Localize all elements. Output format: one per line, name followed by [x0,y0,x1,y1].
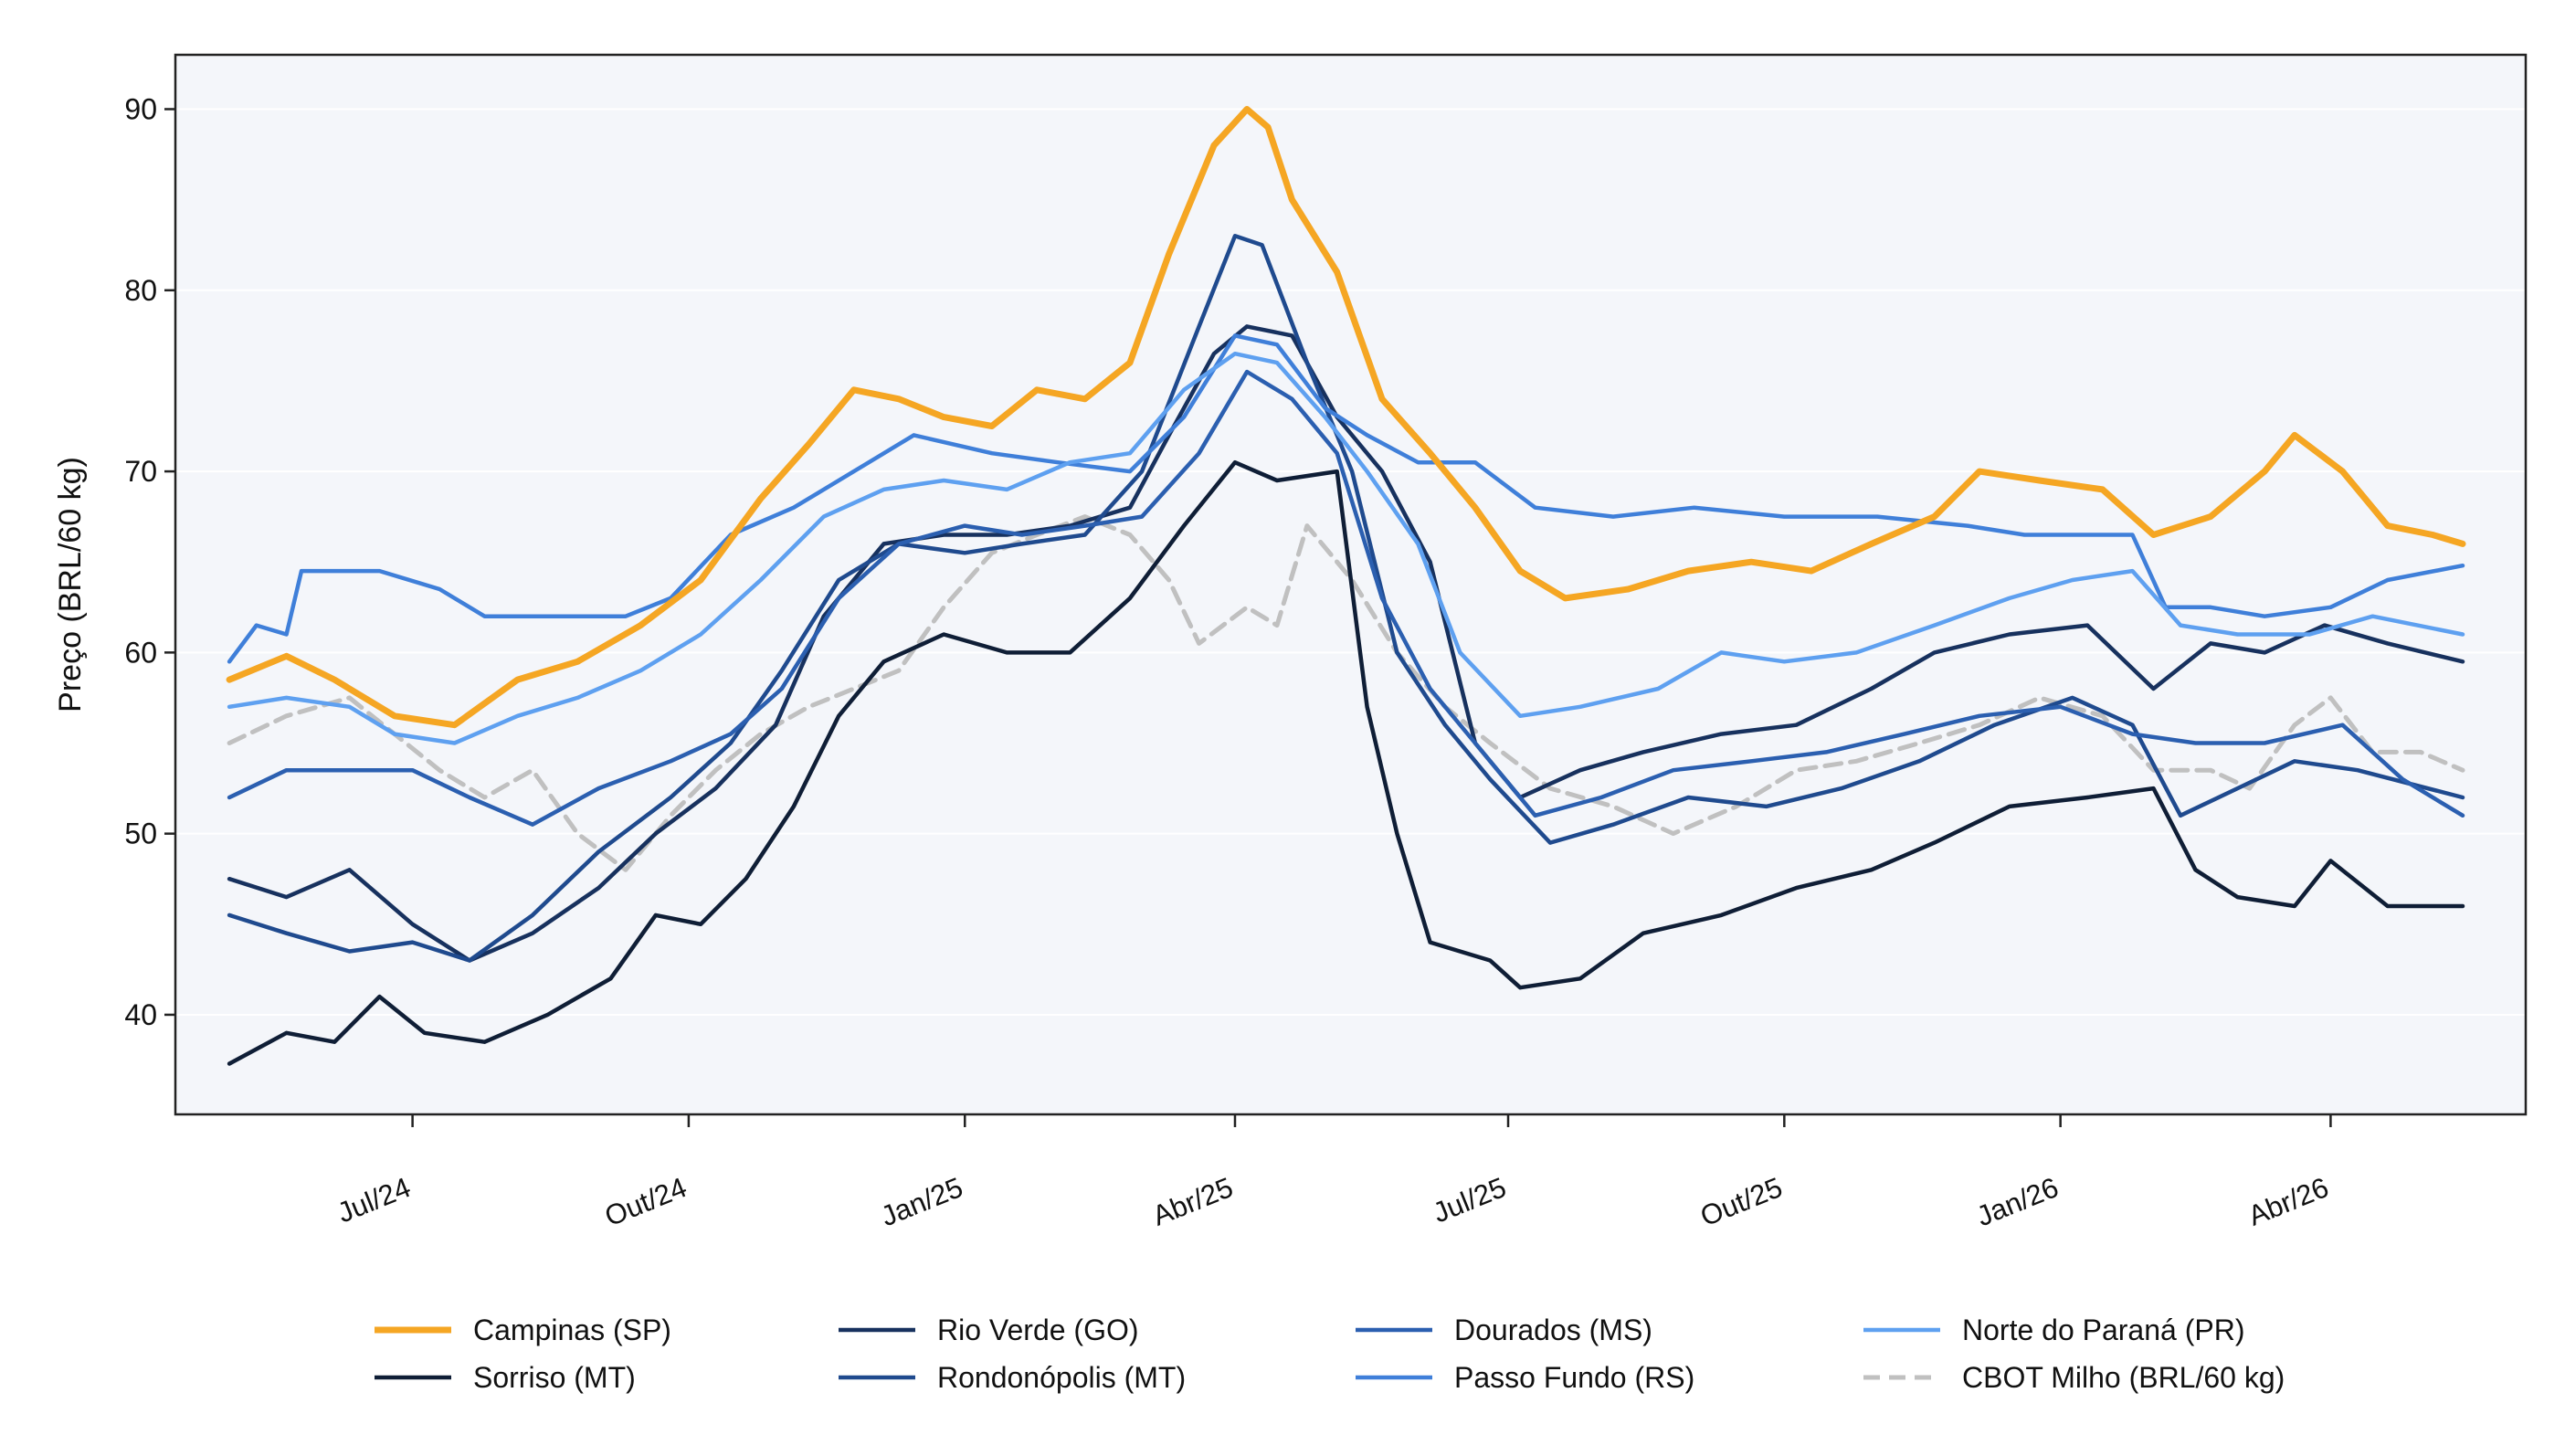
legend-label-6: Norte do Paraná (PR) [1962,1314,2244,1346]
series-line-1 [227,459,2465,1066]
series-line-2 [227,324,2465,963]
legend-label-4: Dourados (MS) [1454,1314,1652,1346]
series-line-4 [227,369,2465,827]
legend-label-2: Rio Verde (GO) [937,1314,1139,1346]
y-axis: 40 50 60 70 80 90 [124,92,175,1031]
legend-label-1: Sorriso (MT) [473,1361,636,1394]
y-axis-label: Preço (BRL/60 kg) [53,457,88,712]
y-tick-label-50: 50 [124,818,157,850]
y-tick-label-90: 90 [124,92,157,125]
series-layer [226,106,2466,1066]
series-line-5 [227,333,2465,664]
y-tick-label-70: 70 [124,455,157,488]
y-tick-label-40: 40 [124,998,157,1031]
x-tick-label-Jul/24: Jul/24 [332,1171,415,1229]
series-line-3 [227,234,2465,963]
legend: Campinas (SP) Sorriso (MT) Rio Verde (GO) R… [375,1314,2285,1394]
x-tick-label-Out/25: Out/25 [1696,1171,1787,1232]
y-tick-label-80: 80 [124,274,157,307]
x-tick-label-Abr/25: Abr/25 [1148,1171,1238,1232]
y-tick-label-60: 60 [124,636,157,669]
series-line-0 [226,106,2466,729]
x-tick-label-Out/24: Out/24 [600,1171,691,1232]
legend-label-7: CBOT Milho (BRL/60 kg) [1962,1361,2285,1394]
legend-label-5: Passo Fundo (RS) [1454,1361,1694,1394]
x-tick-label-Jan/25: Jan/25 [876,1171,966,1232]
x-axis: Jul/24 Out/24 Jan/25 Abr/25 Jul/25 Out/25 Jan/… [332,1114,2333,1232]
x-tick-label-Jul/25: Jul/25 [1429,1171,1511,1229]
x-tick-label-Jan/26: Jan/26 [1972,1171,2063,1232]
legend-label-3: Rondonópolis (MT) [937,1361,1186,1394]
series-line-7 [227,514,2465,872]
series-line-6 [227,351,2465,745]
legend-label-0: Campinas (SP) [473,1314,671,1346]
x-tick-label-Abr/26: Abr/26 [2243,1171,2333,1232]
plot-frame [174,53,2528,1116]
